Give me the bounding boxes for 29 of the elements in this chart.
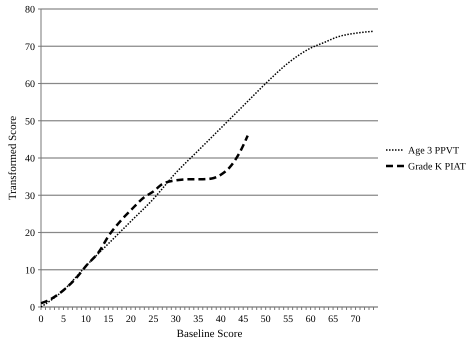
y-tick-label: 50 xyxy=(25,116,35,128)
y-tick-label: 40 xyxy=(25,154,35,164)
x-tick-label: 50 xyxy=(260,314,271,325)
y-tick-label: 0 xyxy=(30,302,35,314)
x-tick-label: 5 xyxy=(60,314,66,325)
y-tick-label: 20 xyxy=(25,228,35,239)
legend-label: Age 3 PPVT xyxy=(408,146,460,156)
x-tick-label: 35 xyxy=(193,314,204,325)
legend-label: Grade K PIAT xyxy=(408,162,466,172)
x-tick-label: 70 xyxy=(350,314,361,325)
x-tick-label: 40 xyxy=(216,314,226,325)
x-tick-label: 45 xyxy=(238,314,248,325)
x-tick-label: 25 xyxy=(148,314,158,325)
x-tick-label: 55 xyxy=(283,314,294,325)
x-tick-label: 15 xyxy=(103,314,114,325)
y-tick-label: 30 xyxy=(25,190,35,202)
y-tick-label: 60 xyxy=(25,79,35,90)
x-tick-label: 65 xyxy=(328,314,338,325)
x-axis-title: Baseline Score xyxy=(176,328,242,340)
x-tick-label: 10 xyxy=(80,314,91,325)
x-tick-label: 30 xyxy=(170,314,181,325)
y-tick-label: 70 xyxy=(25,42,35,53)
y-tick-label: 10 xyxy=(25,265,35,276)
y-tick-label: 80 xyxy=(25,4,35,16)
x-tick-label: 20 xyxy=(126,314,136,325)
x-tick-label: 0 xyxy=(38,314,44,325)
line-series xyxy=(40,30,374,308)
x-tick-label: 60 xyxy=(306,314,316,325)
y-axis-title: Transformed Score xyxy=(7,116,19,200)
